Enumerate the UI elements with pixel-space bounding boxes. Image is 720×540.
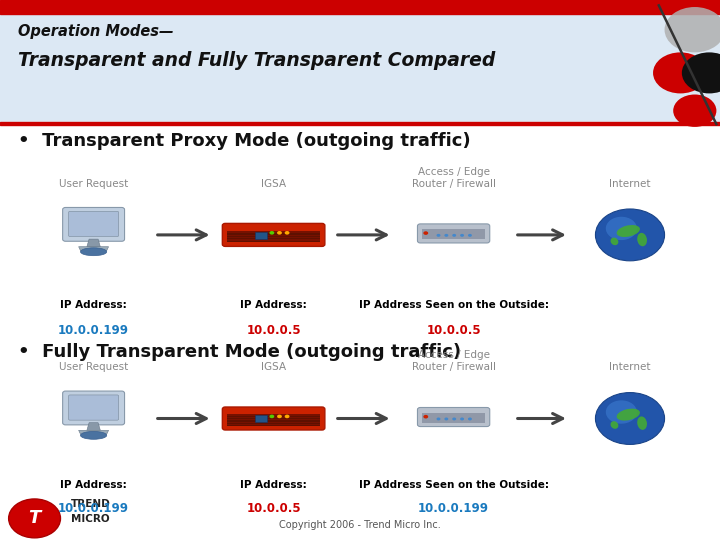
FancyBboxPatch shape [222,224,325,246]
Circle shape [452,417,456,421]
Circle shape [284,231,289,235]
Circle shape [423,231,428,235]
Circle shape [606,400,637,424]
Bar [227,418,320,419]
Circle shape [460,417,464,421]
Ellipse shape [611,421,618,429]
FancyBboxPatch shape [68,211,119,237]
FancyBboxPatch shape [63,391,125,425]
Text: 10.0.0.5: 10.0.0.5 [426,324,481,337]
Circle shape [284,415,289,419]
Ellipse shape [616,225,640,237]
Bar [227,233,320,234]
Text: Transparent and Fully Transparent Compared: Transparent and Fully Transparent Compar… [18,51,495,70]
Bar [227,425,320,426]
Bar [227,241,320,242]
Bar [227,420,320,421]
Circle shape [423,415,428,419]
Circle shape [436,417,441,421]
FancyBboxPatch shape [418,408,490,427]
Text: 10.0.0.199: 10.0.0.199 [418,502,489,515]
Circle shape [665,7,720,52]
Polygon shape [87,239,100,247]
Text: 10.0.0.5: 10.0.0.5 [246,324,301,337]
Ellipse shape [637,233,647,246]
Bar [227,421,320,422]
Circle shape [595,209,665,261]
Bar [422,413,485,423]
Text: User Request: User Request [59,361,128,372]
Ellipse shape [611,238,618,245]
Text: T: T [28,509,41,528]
Circle shape [468,234,472,237]
Circle shape [277,231,282,235]
Circle shape [682,52,720,93]
Text: TREND: TREND [71,498,110,509]
Text: Access / Edge
Router / Firewall: Access / Edge Router / Firewall [412,167,495,189]
Circle shape [452,234,456,237]
Circle shape [673,94,716,127]
Text: Internet: Internet [609,361,651,372]
Text: 10.0.0.199: 10.0.0.199 [58,502,129,515]
FancyBboxPatch shape [63,207,125,241]
Bar [255,232,266,239]
Text: Access / Edge
Router / Firewall: Access / Edge Router / Firewall [412,350,495,372]
Circle shape [595,393,665,444]
Circle shape [606,217,637,240]
Text: IP Address Seen on the Outside:: IP Address Seen on the Outside: [359,300,549,310]
Bar [227,234,320,235]
Text: 10.0.0.5: 10.0.0.5 [246,502,301,515]
Polygon shape [78,430,109,434]
Text: •  Transparent Proxy Mode (outgoing traffic): • Transparent Proxy Mode (outgoing traff… [18,132,471,150]
Ellipse shape [81,248,107,255]
Circle shape [444,417,449,421]
Text: IP Address:: IP Address: [60,480,127,490]
Text: IP Address:: IP Address: [240,480,307,490]
Bar [227,236,320,237]
Text: •  Fully Transparent Mode (outgoing traffic): • Fully Transparent Mode (outgoing traff… [18,343,461,361]
Polygon shape [78,247,109,251]
Polygon shape [87,423,100,430]
Bar [422,230,485,239]
FancyBboxPatch shape [418,224,490,243]
Bar [255,415,266,422]
Text: IGSA: IGSA [261,361,286,372]
Ellipse shape [616,409,640,421]
Circle shape [444,234,449,237]
Bar [0,122,720,125]
Bar [227,423,320,424]
Bar [0,0,720,122]
Circle shape [277,415,282,419]
Circle shape [269,231,274,235]
Bar [227,238,320,239]
Bar [227,414,320,426]
FancyBboxPatch shape [68,395,119,420]
Ellipse shape [637,416,647,430]
Circle shape [460,234,464,237]
FancyBboxPatch shape [222,407,325,430]
Text: Operation Modes—: Operation Modes— [18,24,174,39]
Bar [0,122,720,540]
Bar [227,416,320,417]
Circle shape [468,417,472,421]
Circle shape [436,234,441,237]
Ellipse shape [81,431,107,439]
Bar [227,231,320,242]
Circle shape [269,415,274,419]
Text: User Request: User Request [59,179,128,189]
Text: IP Address Seen on the Outside:: IP Address Seen on the Outside: [359,480,549,490]
Text: IGSA: IGSA [261,179,286,189]
Text: IP Address:: IP Address: [240,300,307,310]
Text: 10.0.0.199: 10.0.0.199 [58,324,129,337]
Text: MICRO: MICRO [71,514,109,524]
Text: Copyright 2006 - Trend Micro Inc.: Copyright 2006 - Trend Micro Inc. [279,520,441,530]
Circle shape [653,52,708,93]
Bar [0,0,720,14]
Text: Internet: Internet [609,179,651,189]
Circle shape [9,499,60,538]
Text: IP Address:: IP Address: [60,300,127,310]
